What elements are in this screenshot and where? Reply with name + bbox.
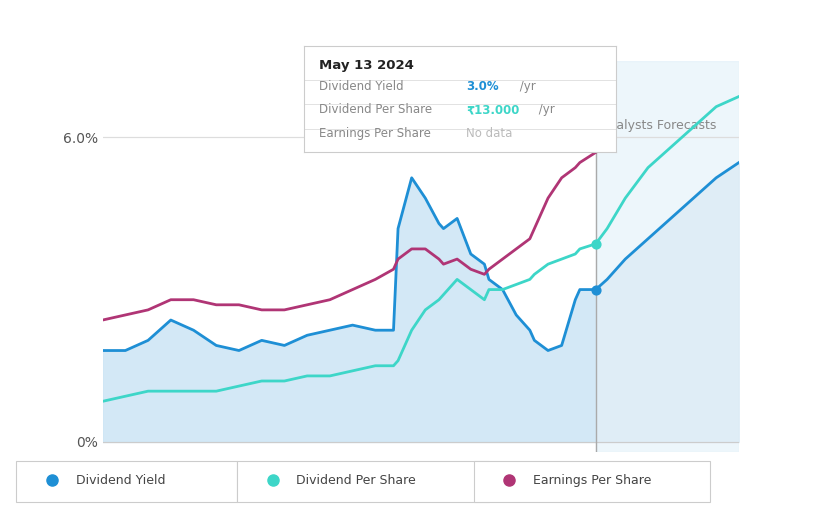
- Bar: [596, 61, 739, 452]
- Text: No data: No data: [466, 126, 512, 140]
- Text: Dividend Per Share: Dividend Per Share: [319, 103, 433, 116]
- Text: Earnings Per Share: Earnings Per Share: [319, 126, 431, 140]
- Point: [589, 285, 603, 294]
- Text: ₹13.000: ₹13.000: [466, 103, 520, 116]
- Text: Earnings Per Share: Earnings Per Share: [533, 473, 651, 487]
- FancyBboxPatch shape: [237, 461, 489, 501]
- Text: 3.0%: 3.0%: [466, 80, 498, 93]
- Point: [589, 240, 603, 248]
- Text: /yr: /yr: [516, 80, 535, 93]
- FancyBboxPatch shape: [16, 461, 237, 501]
- Text: Dividend Yield: Dividend Yield: [76, 473, 165, 487]
- FancyBboxPatch shape: [474, 461, 710, 501]
- Text: Analysts Forecasts: Analysts Forecasts: [600, 119, 717, 133]
- Text: /yr: /yr: [534, 103, 554, 116]
- Text: Past: Past: [567, 119, 594, 133]
- Text: May 13 2024: May 13 2024: [319, 58, 415, 72]
- Text: Dividend Per Share: Dividend Per Share: [296, 473, 416, 487]
- Text: Dividend Yield: Dividend Yield: [319, 80, 404, 93]
